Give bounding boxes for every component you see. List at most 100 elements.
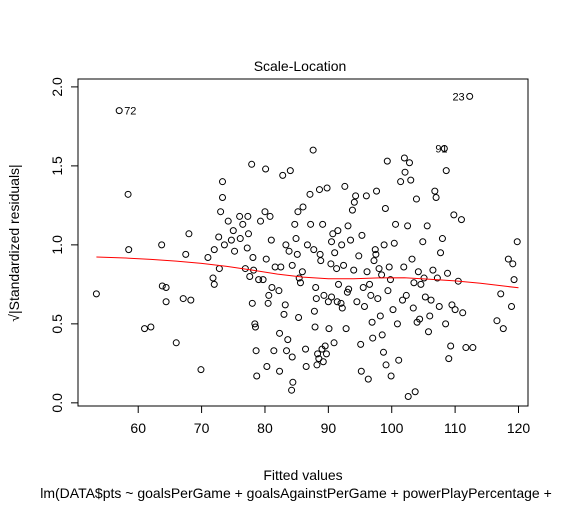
data-point bbox=[427, 296, 435, 304]
data-point bbox=[283, 347, 291, 355]
data-point bbox=[302, 363, 310, 371]
data-point bbox=[267, 236, 275, 244]
data-point bbox=[257, 217, 265, 225]
data-point bbox=[513, 238, 521, 246]
data-point bbox=[197, 366, 205, 374]
data-point bbox=[416, 315, 424, 323]
data-point bbox=[248, 160, 256, 168]
data-point bbox=[395, 356, 403, 364]
x-tick-label: 90 bbox=[321, 420, 337, 436]
data-point bbox=[509, 260, 517, 268]
data-point bbox=[179, 295, 187, 303]
data-point bbox=[261, 208, 269, 216]
data-point bbox=[271, 263, 279, 271]
y-tick-label: 1.5 bbox=[49, 156, 65, 176]
data-point bbox=[419, 238, 427, 246]
data-point bbox=[342, 325, 350, 333]
data-point bbox=[158, 282, 166, 290]
data-point bbox=[431, 187, 439, 195]
data-point bbox=[378, 271, 386, 279]
data-point bbox=[264, 299, 272, 307]
data-point bbox=[307, 220, 315, 228]
x-tick-label: 110 bbox=[444, 420, 467, 436]
x-axis: 60 70 80 90 100 110 120 bbox=[130, 405, 530, 436]
data-point bbox=[229, 227, 237, 235]
data-point bbox=[390, 239, 398, 247]
data-point bbox=[249, 254, 257, 262]
data-point bbox=[497, 290, 505, 298]
data-point bbox=[215, 233, 223, 241]
data-point bbox=[360, 302, 368, 310]
model-formula: lm(DATA$pts ~ goalsPerGame + goalsAgains… bbox=[40, 485, 552, 501]
data-point bbox=[355, 252, 363, 260]
data-point bbox=[344, 222, 352, 230]
data-point bbox=[244, 212, 252, 220]
data-point bbox=[409, 304, 417, 312]
y-tick-label: 1.0 bbox=[49, 235, 65, 255]
x-axis-title: Fitted values bbox=[263, 467, 342, 483]
data-point bbox=[466, 92, 474, 100]
data-point bbox=[451, 306, 459, 314]
data-point bbox=[412, 195, 420, 203]
data-point bbox=[429, 266, 437, 274]
data-point bbox=[187, 296, 195, 304]
data-point bbox=[158, 241, 166, 249]
data-point bbox=[265, 291, 273, 299]
data-point bbox=[185, 230, 193, 238]
data-point bbox=[285, 247, 293, 255]
data-point bbox=[426, 312, 434, 320]
data-point bbox=[172, 339, 180, 347]
data-point bbox=[115, 107, 123, 115]
data-point bbox=[277, 263, 285, 271]
data-point bbox=[379, 348, 387, 356]
data-point bbox=[220, 241, 228, 249]
data-point bbox=[298, 268, 306, 276]
y-tick-label: 0.0 bbox=[49, 393, 65, 413]
data-point bbox=[309, 146, 317, 154]
data-point bbox=[444, 269, 452, 277]
point-label: 72 bbox=[124, 106, 136, 118]
data-point bbox=[499, 325, 507, 333]
data-point bbox=[239, 220, 247, 228]
data-point bbox=[493, 317, 501, 325]
data-point bbox=[293, 250, 301, 258]
data-point bbox=[397, 178, 405, 186]
data-point bbox=[334, 280, 342, 288]
data-point bbox=[414, 268, 422, 276]
data-point bbox=[437, 249, 445, 257]
data-point bbox=[276, 367, 284, 375]
data-point bbox=[302, 345, 310, 353]
data-point bbox=[147, 323, 155, 331]
data-point bbox=[299, 203, 307, 211]
data-point bbox=[368, 318, 376, 326]
data-point bbox=[370, 257, 378, 265]
data-point bbox=[362, 192, 370, 200]
data-point bbox=[303, 241, 311, 249]
data-point bbox=[92, 290, 100, 298]
data-point bbox=[244, 230, 252, 238]
data-point bbox=[447, 342, 455, 350]
data-point bbox=[236, 235, 244, 243]
data-point bbox=[210, 246, 218, 254]
y-axis-title: √|Standardized residuals| bbox=[6, 164, 22, 321]
data-point bbox=[252, 347, 260, 355]
data-point bbox=[448, 301, 456, 309]
data-point bbox=[259, 276, 267, 284]
data-point bbox=[262, 255, 270, 263]
data-point bbox=[366, 280, 374, 288]
data-point bbox=[384, 287, 392, 295]
data-point bbox=[315, 186, 323, 194]
data-point bbox=[457, 216, 465, 224]
data-point bbox=[363, 268, 371, 276]
data-point bbox=[432, 193, 440, 201]
data-point bbox=[316, 250, 324, 258]
data-point bbox=[322, 350, 330, 358]
data-point bbox=[275, 287, 283, 295]
data-point bbox=[389, 306, 397, 314]
data-point bbox=[357, 340, 365, 348]
data-point bbox=[296, 279, 304, 287]
data-point bbox=[404, 222, 412, 230]
y-tick-label: 2.0 bbox=[49, 77, 65, 97]
data-point bbox=[294, 208, 302, 216]
